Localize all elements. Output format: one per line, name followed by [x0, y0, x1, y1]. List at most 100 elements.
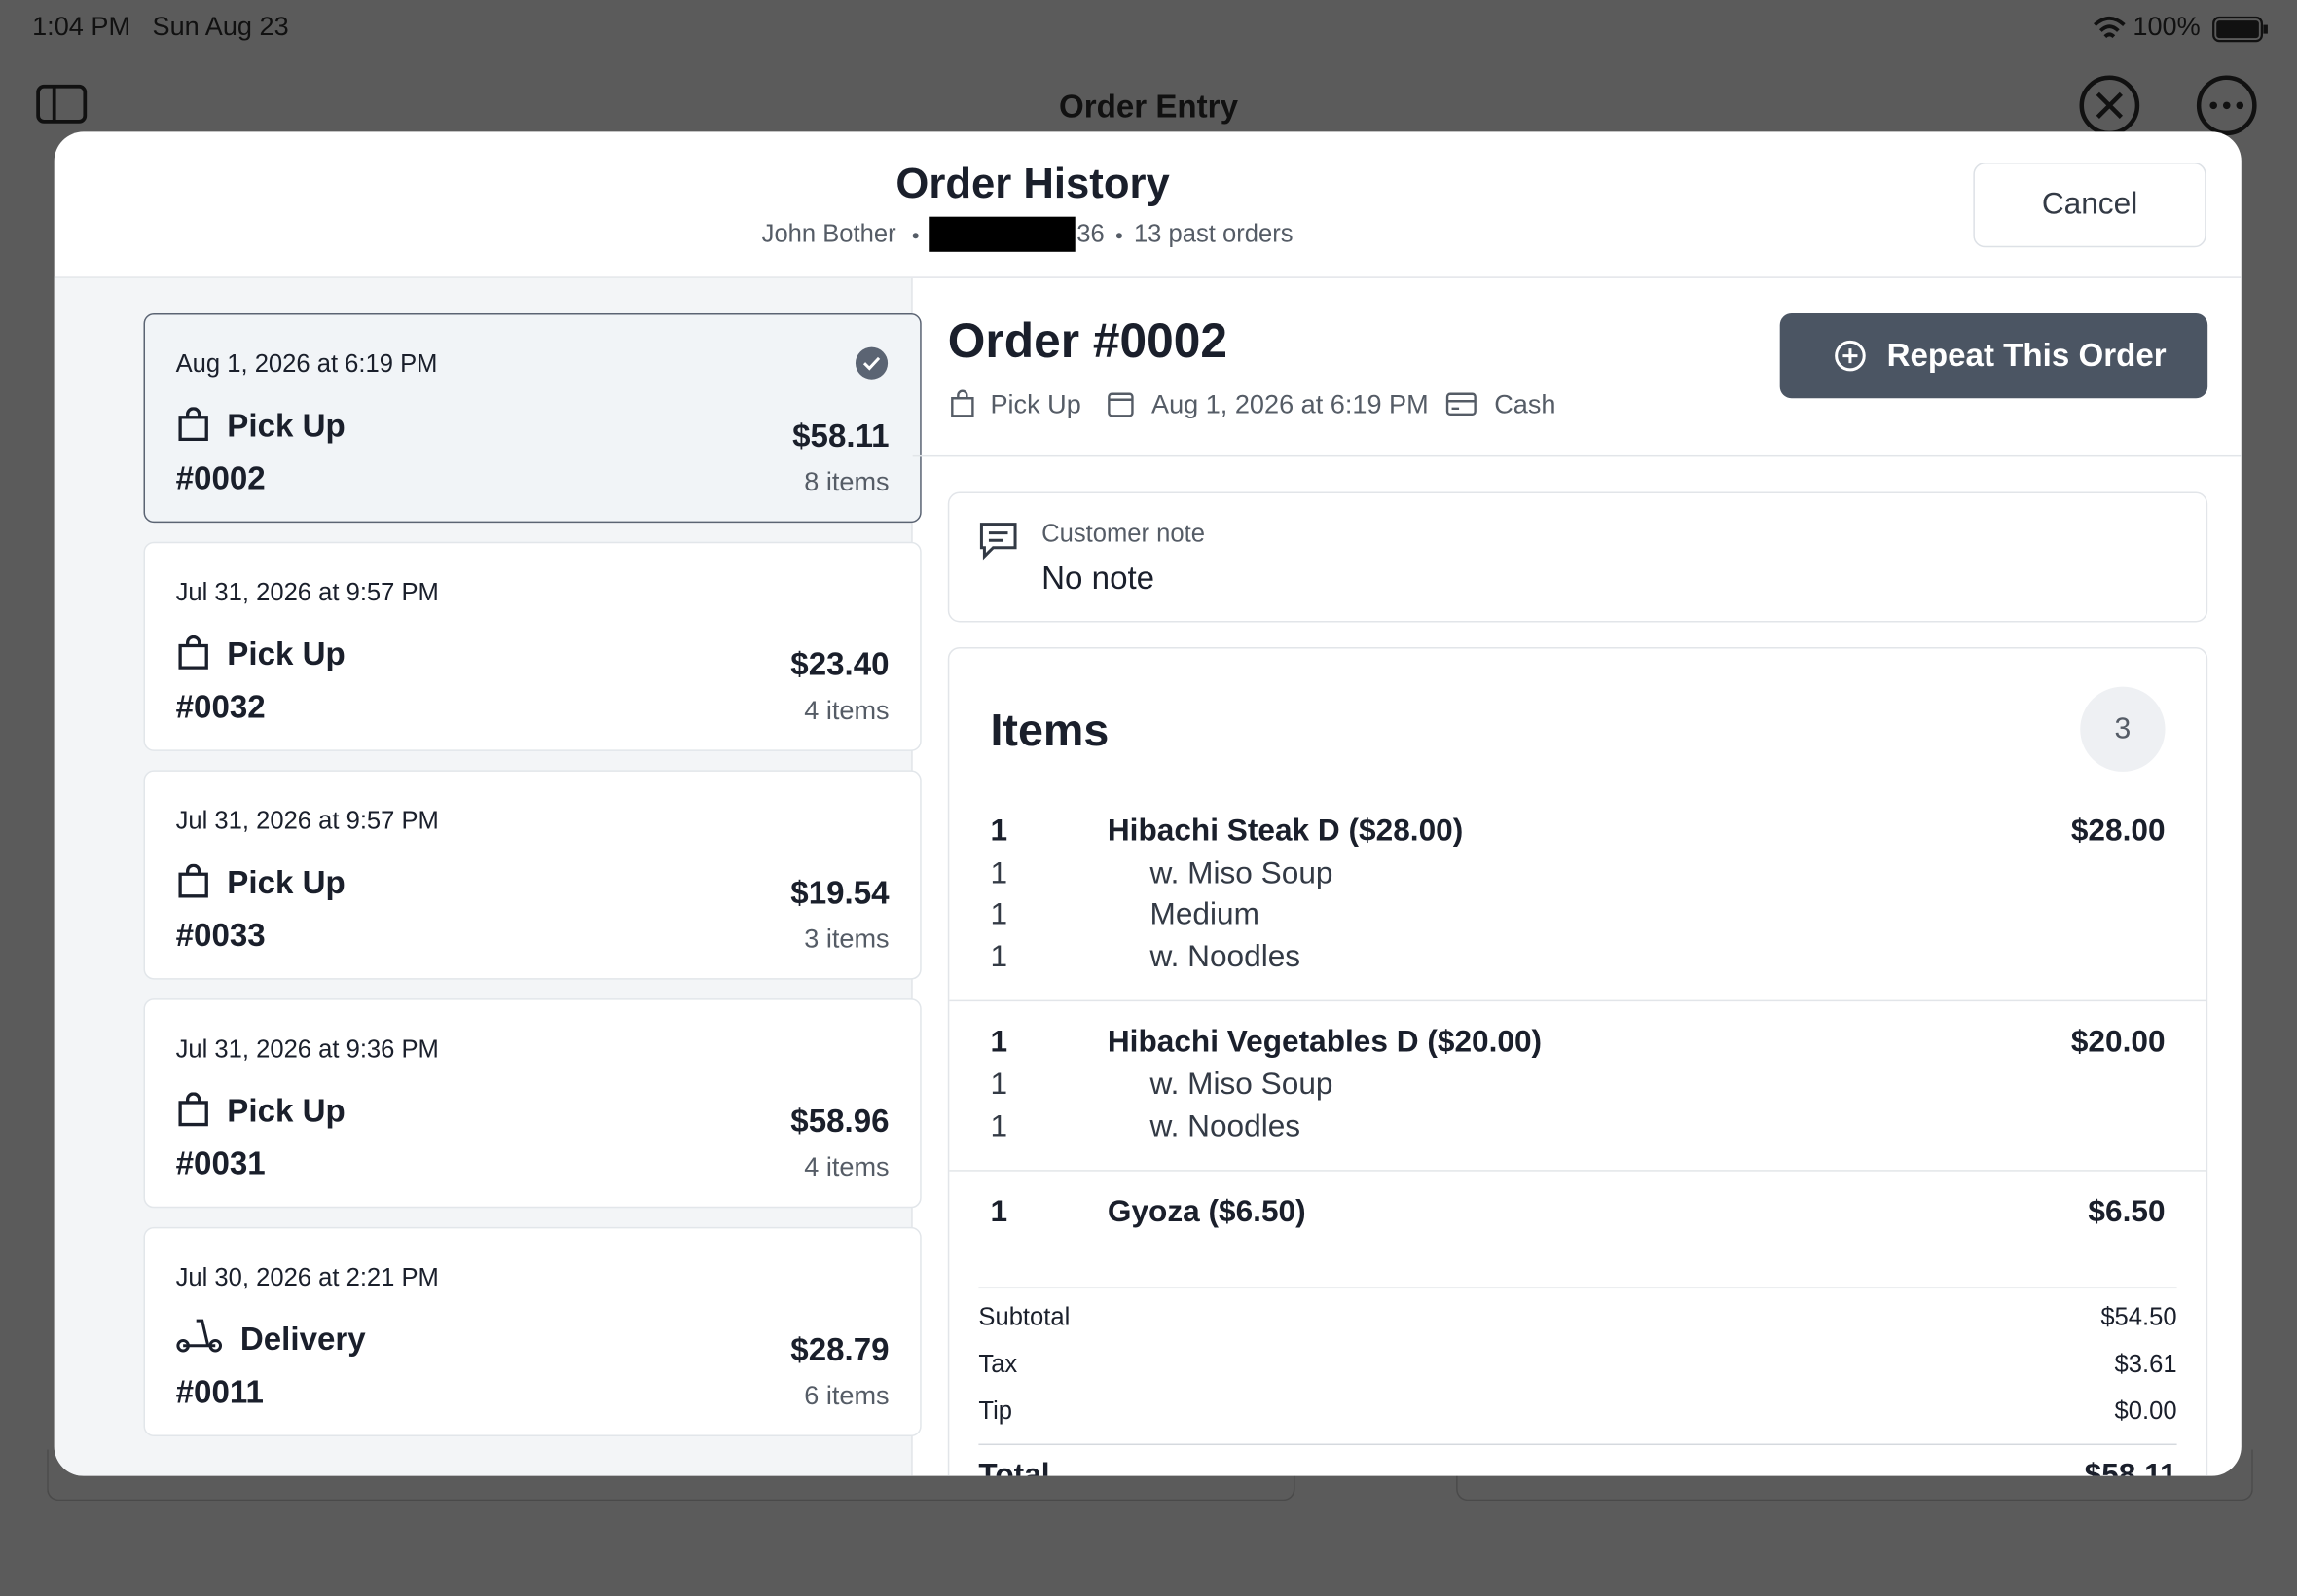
- separator-dot: [1115, 233, 1122, 239]
- order-date: Jul 31, 2026 at 9:57 PM: [175, 578, 439, 606]
- order-total: $23.40: [790, 645, 890, 683]
- order-detail: Order #0002 Pick Up Aug 1, 2026 at 6:19 …: [912, 278, 2242, 1476]
- order-date: Jul 31, 2026 at 9:36 PM: [175, 1034, 439, 1064]
- item-price: $28.00: [2070, 814, 2166, 849]
- cancel-button[interactable]: Cancel: [1973, 163, 2206, 248]
- order-date: Aug 1, 2026 at 6:19 PM: [175, 349, 438, 379]
- card-icon: [1445, 392, 1477, 417]
- plus-circle-icon: [1835, 340, 1866, 372]
- order-card[interactable]: Jul 31, 2026 at 9:57 PM Pick Up #0032 $23.4…: [143, 541, 922, 751]
- order-item-count: 6 items: [804, 1380, 890, 1410]
- item-modifier: w. Noodles: [1149, 940, 1301, 974]
- wifi-icon: [2094, 16, 2126, 39]
- type-icon: [177, 407, 209, 450]
- group-divider: [949, 999, 2206, 1002]
- item-modifier: w. Noodles: [1149, 1108, 1301, 1143]
- summary-label: Tax: [978, 1350, 1018, 1378]
- separator-dot: [912, 233, 919, 239]
- items-heading: Items: [990, 704, 1110, 756]
- order-number: #0011: [175, 1373, 264, 1410]
- order-type: Pick Up: [227, 1092, 346, 1130]
- selected-check: [854, 345, 889, 388]
- customer-name: John Bother: [761, 219, 896, 248]
- phone-suffix: 36: [1076, 219, 1105, 248]
- summary-divider: [978, 1443, 2177, 1446]
- item-qty: 1: [990, 897, 1008, 932]
- item-qty: 1: [990, 1067, 1008, 1102]
- order-total: $58.96: [790, 1102, 890, 1140]
- order-number: #0033: [175, 916, 266, 954]
- order-type: Pick Up: [990, 389, 1081, 419]
- order-list: Aug 1, 2026 at 6:19 PM Pick Up #0002 $58.11…: [54, 277, 922, 1476]
- item-price: $20.00: [2070, 1025, 2166, 1059]
- order-total: $28.79: [790, 1330, 890, 1368]
- order-card[interactable]: Jul 30, 2026 at 2:21 PM Delivery #0011 $28.…: [143, 1226, 922, 1437]
- order-number: #0031: [175, 1144, 266, 1182]
- payment-method: Cash: [1494, 389, 1556, 419]
- header-divider: [54, 276, 2242, 278]
- summary-value: $3.61: [2114, 1350, 2177, 1378]
- order-date: Jul 31, 2026 at 9:57 PM: [175, 807, 439, 835]
- order-title: Order #0002: [947, 312, 1227, 368]
- order-total: $58.11: [792, 417, 890, 454]
- note-label: Customer note: [1041, 520, 1205, 548]
- order-card[interactable]: Jul 31, 2026 at 9:36 PM Pick Up #0031 $58.9…: [143, 998, 922, 1209]
- order-item-count: 8 items: [804, 466, 890, 497]
- summary-value: $58.11: [2084, 1458, 2177, 1476]
- note-box: Customer note No note: [947, 491, 2208, 623]
- item-name: Gyoza ($6.50): [1107, 1194, 1306, 1228]
- type-icon: [177, 1092, 209, 1135]
- status-date: Sun Aug 23: [152, 12, 289, 42]
- bag-icon: [951, 389, 974, 417]
- summary-value: $0.00: [2114, 1396, 2177, 1425]
- items-count: 3: [2080, 686, 2166, 772]
- order-card[interactable]: Aug 1, 2026 at 6:19 PM Pick Up #0002 $58.11…: [143, 312, 922, 524]
- item-qty: 1: [990, 855, 1008, 890]
- type-icon: [177, 635, 209, 678]
- items-box: Items 3 1 Hibachi Steak D ($28.00) $28.00 1…: [947, 647, 2208, 1476]
- summary-label: Total: [978, 1458, 1050, 1476]
- order-date: Aug 1, 2026 at 6:19 PM: [1151, 389, 1429, 419]
- order-type: Pick Up: [227, 863, 346, 901]
- note-text: No note: [1041, 559, 1155, 597]
- summary-value: $54.50: [2100, 1303, 2177, 1331]
- note-icon: [979, 523, 1017, 561]
- repeat-order-label: Repeat This Order: [1886, 337, 2167, 374]
- group-divider: [949, 1169, 2206, 1171]
- order-item-count: 4 items: [804, 695, 890, 725]
- sidebar-button[interactable]: [35, 84, 88, 127]
- item-qty: 1: [990, 1108, 1008, 1143]
- battery-text: 100%: [2133, 12, 2201, 42]
- status-time: 1:04 PM: [32, 12, 131, 42]
- type-icon: [176, 1317, 223, 1362]
- order-history-modal: Order History John Bother 36 13 past ord…: [54, 131, 2242, 1476]
- close-button[interactable]: [2077, 73, 2141, 137]
- more-button[interactable]: [2195, 73, 2259, 137]
- redacted-phone: [929, 216, 1076, 252]
- type-icon: [177, 863, 209, 907]
- repeat-order-button[interactable]: Repeat This Order: [1779, 312, 2208, 399]
- order-total: $19.54: [790, 874, 890, 911]
- order-type: Pick Up: [227, 635, 346, 672]
- item-qty: 1: [990, 814, 1008, 849]
- item-qty: 1: [990, 1194, 1008, 1228]
- order-card[interactable]: Jul 31, 2026 at 9:57 PM Pick Up #0033 $19.5…: [143, 770, 922, 980]
- item-modifier: Medium: [1149, 897, 1259, 932]
- item-modifier: w. Miso Soup: [1149, 1067, 1333, 1102]
- item-name: Hibachi Steak D ($28.00): [1107, 814, 1464, 849]
- order-number: #0002: [175, 459, 266, 497]
- item-qty: 1: [990, 1025, 1008, 1059]
- summary-label: Subtotal: [978, 1303, 1071, 1331]
- battery-icon: [2212, 16, 2268, 43]
- nav-title: Order Entry: [1058, 88, 1238, 125]
- item-modifier: w. Miso Soup: [1149, 855, 1333, 890]
- item-price: $6.50: [2088, 1194, 2166, 1228]
- item-qty: 1: [990, 940, 1008, 974]
- order-item-count: 4 items: [804, 1152, 890, 1182]
- order-type: Pick Up: [227, 407, 346, 444]
- order-type: Delivery: [239, 1321, 366, 1358]
- past-orders: 13 past orders: [1133, 219, 1294, 248]
- modal-title: Order History: [895, 161, 1170, 208]
- order-date: Jul 30, 2026 at 2:21 PM: [175, 1263, 439, 1292]
